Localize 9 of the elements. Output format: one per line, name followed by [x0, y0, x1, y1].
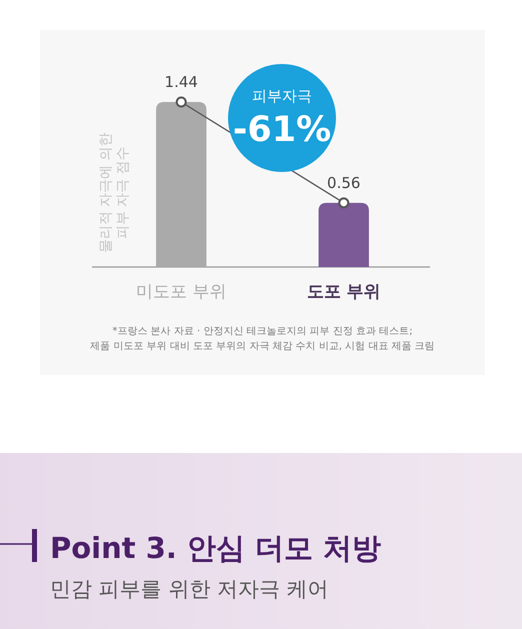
- text: *프랑스 본사 자료 · 안정지신 테크놀로지의 피부 진정 효과 테스트;: [112, 326, 413, 337]
- x-tick-label: 도포 부위: [306, 282, 381, 302]
- data-label: 0.56: [327, 174, 360, 192]
- data-label: 1.44: [164, 73, 198, 91]
- annotation: 피부자극 -61%: [232, 87, 332, 150]
- text: 민감 피부를 위한 저자극 케어: [50, 577, 329, 601]
- x-tick-label: 미도포 부위: [136, 282, 226, 302]
- text: 제품 미도포 부위 대비 도포 부위의 자극 체감 수치 비교, 시험 대표 제품 크림: [90, 341, 435, 352]
- text: Point 3. 안심 더모 처방: [50, 531, 382, 565]
